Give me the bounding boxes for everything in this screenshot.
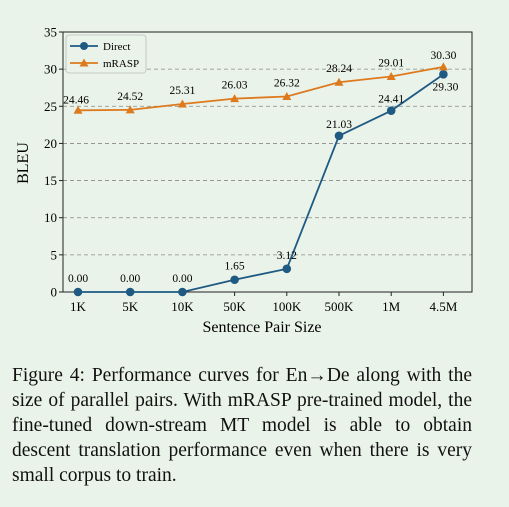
data-label-direct: 29.30 [432,81,458,93]
x-tick-label: 50K [223,299,246,314]
data-label-mrasp: 29.01 [378,57,404,69]
data-label-mrasp: 26.03 [222,80,248,92]
x-tick-label: 1K [70,299,87,314]
y-tick-label: 35 [44,25,57,40]
x-tick-label: 1M [382,299,401,314]
point-direct [73,287,83,297]
y-tick-label: 30 [44,62,57,77]
data-label-direct: 1.65 [225,261,245,273]
point-mrasp [230,94,240,103]
figure-caption: Figure 4: Performance curves for En→De a… [12,365,472,486]
data-label-mrasp: 24.46 [63,94,89,106]
point-mrasp [282,91,292,100]
x-tick-label: 100K [272,299,302,314]
data-label-mrasp: 28.24 [326,63,352,75]
point-direct [439,70,448,79]
point-mrasp [334,77,344,86]
data-label-direct: 0.00 [172,273,192,285]
y-tick-label: 5 [51,247,58,262]
point-direct [230,275,239,285]
legend-label-direct: Direct [103,41,130,53]
point-direct [282,264,292,274]
point-direct [386,106,396,115]
data-label-direct: 3.12 [277,250,297,262]
legend-marker-mrasp [79,58,89,67]
y-tick-label: 0 [51,285,58,300]
data-label-direct: 0.00 [120,273,140,285]
data-label-mrasp: 30.30 [430,50,456,62]
point-mrasp [386,71,396,80]
point-direct [334,131,344,141]
series-line-direct [78,73,444,293]
point-mrasp [125,105,135,114]
data-label-direct: 21.03 [326,119,352,131]
point-direct [178,287,187,297]
plot-frame [62,31,473,293]
data-label-mrasp: 26.32 [274,77,300,89]
data-label-direct: 0.00 [68,273,88,285]
x-tick-label: 4.5M [429,299,457,314]
x-axis-label: Sentence Pair Size [202,319,321,336]
legend-marker-direct [80,42,88,50]
legend-label-mrasp: mRASP [103,58,139,70]
y-tick-label: 15 [44,173,57,188]
x-tick-label: 500K [325,299,355,314]
y-axis-label: BLEU [15,142,32,184]
y-tick-label: 20 [44,136,57,151]
point-mrasp [438,62,448,71]
point-direct [125,287,135,297]
y-tick-label: 10 [44,210,57,225]
data-label-direct: 24.41 [378,94,404,106]
data-label-mrasp: 25.31 [169,85,195,97]
x-tick-label: 5K [122,299,139,314]
point-mrasp [177,99,187,108]
point-mrasp [73,105,83,114]
series-line-mrasp [77,66,444,112]
x-tick-label: 10K [171,299,194,314]
y-tick-label: 25 [44,99,57,114]
data-label-mrasp: 24.52 [117,91,143,103]
